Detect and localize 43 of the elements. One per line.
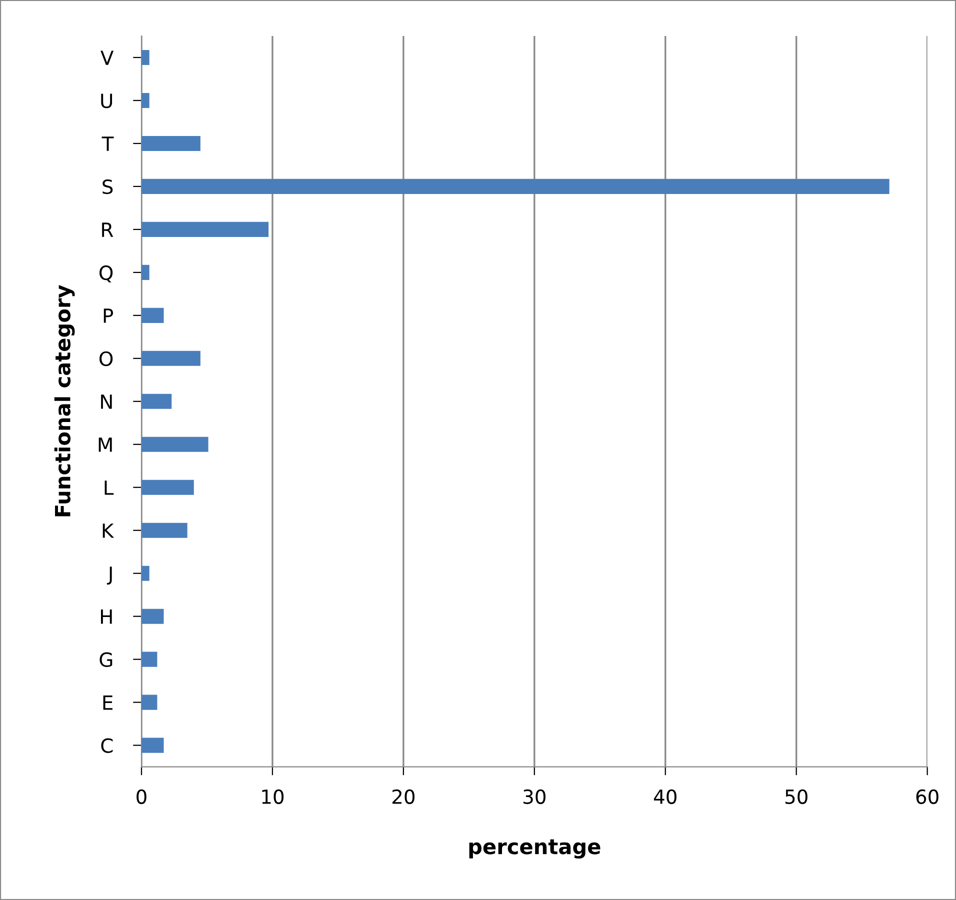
y-tick-label: R: [102, 222, 114, 237]
x-tick-label: 30: [524, 789, 546, 804]
y-tick-label: H: [100, 610, 112, 624]
bar: [141, 566, 150, 581]
y-tick-label: S: [102, 179, 113, 194]
y-tick-label: P: [104, 308, 114, 323]
y-tick-label: N: [101, 394, 112, 409]
bar: [141, 480, 194, 495]
y-tick-label: M: [98, 438, 112, 452]
y-tick-label: V: [100, 50, 114, 65]
bar: [141, 394, 172, 409]
y-tick-label: J: [106, 566, 112, 585]
y-tick-label: L: [104, 480, 114, 495]
bar: [141, 222, 269, 237]
bar: [141, 350, 200, 366]
bar: [141, 92, 150, 108]
y-tick-label: E: [103, 696, 112, 710]
bar: [141, 178, 890, 194]
x-axis-title: percentage: [469, 839, 600, 859]
y-tick-label: U: [101, 94, 112, 108]
y-tick-label: T: [102, 136, 114, 151]
x-tick-label: 40: [654, 789, 676, 804]
y-tick-label: G: [100, 652, 112, 667]
x-tick-label: 50: [785, 789, 808, 804]
y-tick-label: C: [101, 738, 113, 753]
bar: [141, 652, 158, 667]
y-tick-label: Q: [99, 265, 113, 282]
x-tick-label: 20: [392, 789, 415, 804]
x-tick-label: 10: [262, 789, 284, 804]
bar: [141, 436, 208, 452]
y-tick-label: O: [99, 351, 113, 366]
bar: [141, 308, 164, 323]
bar: [141, 608, 164, 624]
x-tick-label: 60: [916, 789, 938, 804]
bar: [141, 738, 164, 753]
bar: [141, 522, 188, 538]
x-tick-label: 0: [136, 789, 146, 804]
bar: [141, 50, 150, 66]
y-axis-title: Functional category: [54, 285, 75, 516]
bar: [141, 694, 158, 710]
y-tick-label: K: [102, 524, 114, 538]
bar: [141, 264, 150, 280]
bar: [141, 136, 200, 151]
